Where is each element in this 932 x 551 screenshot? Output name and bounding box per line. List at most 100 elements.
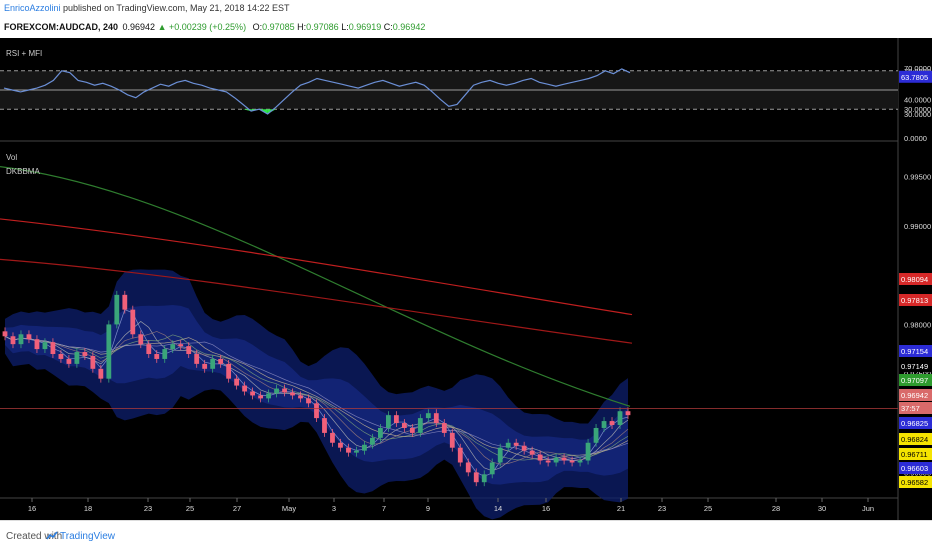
time-tick-label: 21 bbox=[617, 504, 625, 513]
candle-body[interactable] bbox=[146, 344, 152, 355]
time-tick-label: 7 bbox=[382, 504, 386, 513]
candle-body[interactable] bbox=[290, 392, 295, 396]
candle-body[interactable] bbox=[593, 427, 599, 443]
time-tick-label: 25 bbox=[186, 504, 194, 513]
candle-body[interactable] bbox=[561, 457, 567, 461]
candle-body[interactable] bbox=[354, 450, 359, 453]
main-price-pane[interactable] bbox=[0, 166, 898, 520]
candle-body[interactable] bbox=[34, 339, 40, 350]
price-label-bg bbox=[899, 360, 932, 372]
candle-body[interactable] bbox=[505, 442, 511, 448]
candle-body[interactable] bbox=[537, 454, 543, 461]
candle-body[interactable] bbox=[202, 363, 208, 369]
symbol-name[interactable]: FOREXCOM:AUDCAD, 240 bbox=[4, 22, 119, 32]
candle-body[interactable] bbox=[393, 415, 399, 424]
candle-body[interactable] bbox=[2, 331, 8, 337]
rsi-tick-label: 40.0000 bbox=[904, 96, 931, 105]
candle-body[interactable] bbox=[26, 334, 32, 340]
candle-body[interactable] bbox=[569, 460, 575, 463]
candle-body[interactable] bbox=[401, 423, 407, 428]
rsi-pane[interactable] bbox=[0, 68, 898, 115]
candle-body[interactable] bbox=[178, 344, 184, 347]
candle-body[interactable] bbox=[385, 415, 391, 428]
candle-body[interactable] bbox=[282, 388, 287, 393]
candle-body[interactable] bbox=[362, 444, 367, 451]
candle-body[interactable] bbox=[242, 385, 248, 392]
candle-body[interactable] bbox=[322, 418, 327, 433]
candle-body[interactable] bbox=[481, 474, 487, 483]
candle-body[interactable] bbox=[306, 398, 311, 404]
candle-body[interactable] bbox=[58, 354, 64, 359]
candle-body[interactable] bbox=[433, 413, 439, 424]
candle-body[interactable] bbox=[90, 355, 96, 369]
candle-body[interactable] bbox=[377, 427, 383, 438]
candle-body[interactable] bbox=[194, 354, 200, 364]
candle-body[interactable] bbox=[218, 358, 224, 364]
candle-body[interactable] bbox=[521, 445, 527, 451]
time-tick-label: May bbox=[282, 504, 296, 513]
candle-body[interactable] bbox=[441, 423, 447, 433]
rsi-line[interactable] bbox=[3, 68, 631, 115]
candle-body[interactable] bbox=[106, 324, 112, 379]
candle-body[interactable] bbox=[154, 354, 160, 359]
candle-body[interactable] bbox=[162, 349, 168, 359]
price-label: 0.97813 bbox=[901, 296, 928, 305]
candle-body[interactable] bbox=[274, 388, 279, 394]
chart-area[interactable]: 70.000070.000063.780540.000030.000030.00… bbox=[0, 38, 932, 520]
time-tick-label: 28 bbox=[772, 504, 780, 513]
time-axis[interactable]: 16 18 23 25 27 May 3 7 9 14 16 21 23 25 28 30 Jun bbox=[28, 498, 874, 513]
candle-body[interactable] bbox=[457, 447, 463, 463]
candle-body[interactable] bbox=[66, 358, 72, 364]
candle-body[interactable] bbox=[513, 442, 519, 446]
author-link[interactable]: EnricoAzzolini bbox=[4, 3, 61, 13]
candle-body[interactable] bbox=[409, 427, 415, 433]
candle-body[interactable] bbox=[114, 294, 120, 325]
candle-body[interactable] bbox=[625, 411, 631, 416]
rsi-tick-label: 30.0000 bbox=[904, 110, 931, 119]
tradingview-brand[interactable]: TradingView bbox=[60, 531, 116, 542]
candle-body[interactable] bbox=[529, 450, 535, 455]
candle-body[interactable] bbox=[545, 460, 551, 463]
candle-body[interactable] bbox=[250, 391, 256, 396]
price-label: 0.96711 bbox=[901, 450, 928, 459]
candle-body[interactable] bbox=[577, 460, 583, 463]
candle-body[interactable] bbox=[449, 432, 455, 448]
candle-body[interactable] bbox=[18, 334, 24, 345]
candle-body[interactable] bbox=[234, 378, 240, 386]
candle-body[interactable] bbox=[122, 294, 128, 310]
price-label: 0.96825 bbox=[901, 419, 928, 428]
candle-body[interactable] bbox=[417, 418, 423, 433]
candle-body[interactable] bbox=[226, 363, 232, 379]
candle-body[interactable] bbox=[50, 342, 56, 355]
candle-body[interactable] bbox=[186, 346, 192, 355]
candle-body[interactable] bbox=[553, 457, 559, 463]
candle-body[interactable] bbox=[82, 352, 88, 356]
candle-body[interactable] bbox=[298, 395, 303, 399]
candle-body[interactable] bbox=[74, 352, 80, 364]
candle-body[interactable] bbox=[98, 368, 104, 379]
candle-body[interactable] bbox=[10, 336, 16, 345]
candle-body[interactable] bbox=[170, 344, 176, 350]
candle-body[interactable] bbox=[601, 421, 607, 428]
candle-body[interactable] bbox=[465, 462, 471, 473]
candle-body[interactable] bbox=[489, 462, 495, 475]
candle-body[interactable] bbox=[138, 334, 144, 345]
candle-body[interactable] bbox=[258, 395, 263, 399]
candle-body[interactable] bbox=[338, 442, 343, 448]
candle-body[interactable] bbox=[330, 432, 335, 443]
candle-body[interactable] bbox=[425, 413, 431, 419]
candle-body[interactable] bbox=[497, 447, 503, 463]
candle-body[interactable] bbox=[609, 421, 615, 426]
candle-body[interactable] bbox=[210, 358, 216, 369]
candle-body[interactable] bbox=[473, 472, 479, 483]
price-axis[interactable]: 70.000070.000063.780540.000030.000030.00… bbox=[899, 64, 932, 488]
chart-canvas[interactable]: 70.000070.000063.780540.000030.000030.00… bbox=[0, 38, 932, 520]
candle-body[interactable] bbox=[42, 342, 48, 350]
candle-body[interactable] bbox=[585, 442, 591, 461]
candle-body[interactable] bbox=[314, 403, 319, 419]
candle-body[interactable] bbox=[617, 411, 623, 426]
candle-body[interactable] bbox=[266, 393, 271, 399]
candle-body[interactable] bbox=[370, 437, 375, 445]
candle-body[interactable] bbox=[346, 447, 351, 453]
candle-body[interactable] bbox=[130, 309, 136, 335]
